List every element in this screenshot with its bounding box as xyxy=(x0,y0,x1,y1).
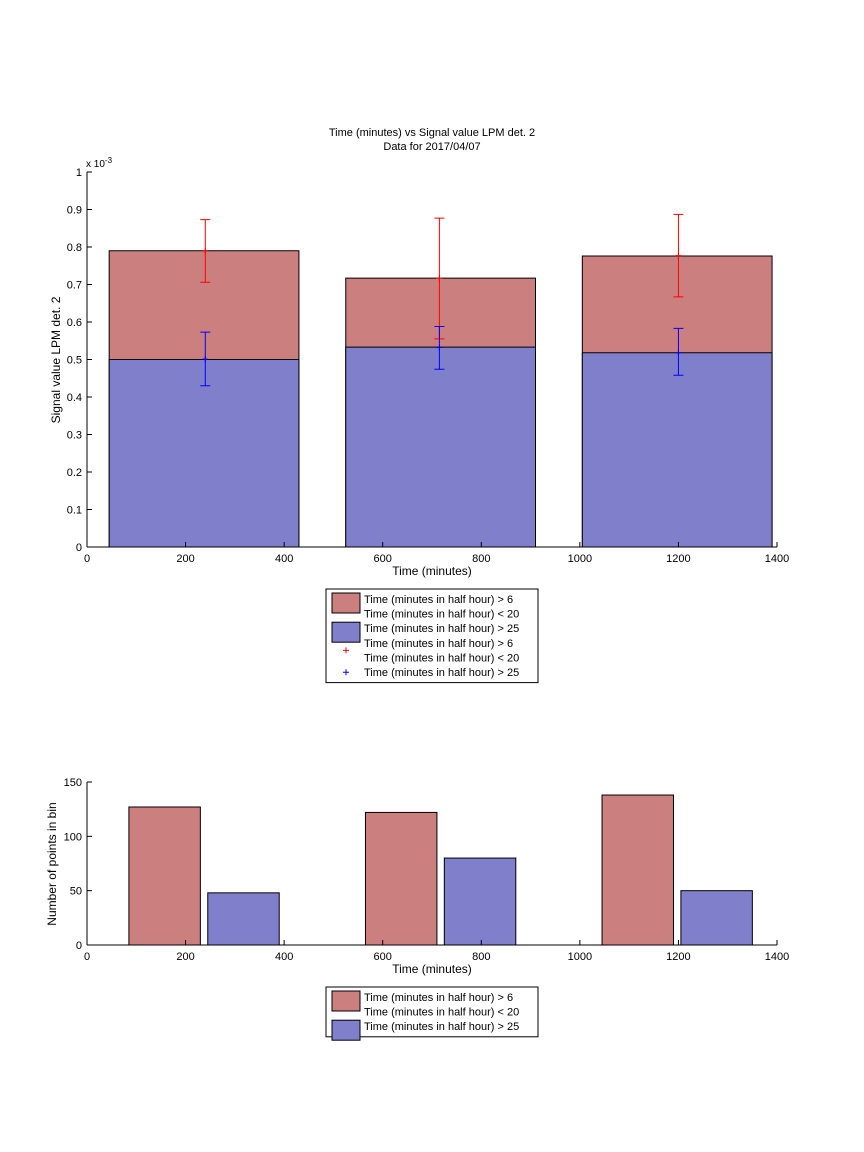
chart1-title: Time (minutes) vs Signal value LPM det. … xyxy=(329,127,535,139)
chart2-legend-label: Time (minutes in half hour) < 20 xyxy=(364,1007,519,1019)
chart1-legend-label: Time (minutes in half hour) < 20 xyxy=(364,609,519,621)
chart2-legend: Time (minutes in half hour) > 6 Time (min… xyxy=(325,986,539,1041)
chart1-legend-label: Time (minutes in half hour) > 25 xyxy=(364,623,519,635)
chart2-xlabel: Time (minutes) xyxy=(392,962,472,976)
chart2-x-tick-label: 0 xyxy=(84,951,90,963)
chart1-exponent-base: x 10 xyxy=(86,159,105,170)
chart1-y-tick-label: 0 xyxy=(76,542,82,554)
chart1-legend: Time (minutes in half hour) > 6 Time (min… xyxy=(325,588,539,684)
chart2-axes: 0 200 400 600 800 1000 1200 1400 0 50 100 150 xyxy=(64,777,790,963)
chart1-bar-blue xyxy=(108,359,300,548)
chart2-legend-label: Time (minutes in half hour) > 25 xyxy=(364,1021,519,1033)
chart1-mean-marker-red xyxy=(675,252,682,259)
chart1-mean-marker-blue xyxy=(202,356,209,363)
chart2-legend-label: Time (minutes in half hour) > 6 xyxy=(364,992,513,1004)
chart1-legend-label: Time (minutes in half hour) < 20 xyxy=(364,652,519,664)
chart1-legend-label: Time (minutes in half hour) > 6 xyxy=(364,638,513,650)
chart1-legend-patch xyxy=(331,592,361,614)
chart1-y-tick-label: 0.6 xyxy=(67,317,82,329)
chart2-y-tick-label: 0 xyxy=(76,940,82,952)
chart2-legend-patch xyxy=(331,990,361,1012)
chart2-x-tick-label: 800 xyxy=(472,951,490,963)
chart1-ylabel: Signal value LPM det. 2 xyxy=(49,296,63,423)
chart1-x-tick-label: 400 xyxy=(275,553,293,565)
chart2-x-tick-label: 1400 xyxy=(765,951,789,963)
chart1-xlabel: Time (minutes) xyxy=(392,564,472,578)
chart2-bar-blue xyxy=(207,892,280,946)
chart1-legend-patch xyxy=(331,621,361,643)
chart1-legend-label: Time (minutes in half hour) > 6 xyxy=(364,594,513,606)
chart1-exponent-power: -3 xyxy=(105,156,113,165)
chart2-x-tick-label: 1200 xyxy=(666,951,690,963)
chart1-legend-box xyxy=(325,588,539,684)
chart1-legend-label: Time (minutes in half hour) > 25 xyxy=(364,667,519,679)
chart1-x-tick-label: 1400 xyxy=(765,553,789,565)
chart1-mean-marker-blue xyxy=(675,349,682,356)
chart1-bar-blue xyxy=(345,346,536,548)
chart1-y-tick-label: 0.1 xyxy=(67,505,82,517)
chart1-bar-blue xyxy=(581,352,773,548)
chart2-legend-box xyxy=(325,986,539,1038)
chart2-x-tick-label: 200 xyxy=(176,951,194,963)
chart2-ylabel: Number of points in bin xyxy=(45,802,59,925)
chart2-bar-red xyxy=(364,811,438,946)
chart1-mean-marker-red xyxy=(436,275,443,282)
chart1-axes: 0 200 400 600 800 1000 1200 1400 0 0.1 0.2 0.3 0.4 0.… xyxy=(67,167,790,565)
chart2-y-tick-label: 50 xyxy=(70,886,82,898)
chart1-y-tick-label: 0.3 xyxy=(67,430,82,442)
chart1-x-tick-label: 200 xyxy=(176,553,194,565)
chart2-bar-blue xyxy=(680,890,753,946)
chart2-bar-red xyxy=(601,794,674,946)
chart1-y-tick-label: 0.2 xyxy=(67,467,82,479)
chart1-subtitle: Data for 2017/04/07 xyxy=(383,141,480,153)
chart1-mean-marker-red xyxy=(202,247,209,254)
chart1-y-tick-label: 0.9 xyxy=(67,205,82,217)
chart1-y-tick-label: 0.7 xyxy=(67,280,82,292)
chart1-y-tick-label: 1 xyxy=(76,167,82,179)
chart1-x-tick-label: 1000 xyxy=(568,553,592,565)
chart1-legend-marker xyxy=(343,669,349,676)
chart1-legend-marker xyxy=(343,647,349,654)
chart1-y-tick-label: 0.5 xyxy=(67,355,82,367)
chart2-legend-patch xyxy=(331,1019,361,1041)
chart1-y-tick-label: 0.4 xyxy=(67,392,82,404)
chart1-x-tick-label: 600 xyxy=(374,553,392,565)
chart1-exponent-label: x 10-3 xyxy=(86,156,113,170)
chart2-x-tick-label: 600 xyxy=(374,951,392,963)
chart2-bar-blue xyxy=(443,857,517,946)
chart1-x-tick-label: 1200 xyxy=(666,553,690,565)
chart2-x-tick-label: 400 xyxy=(275,951,293,963)
chart1-bars xyxy=(108,250,773,548)
chart1-y-tick-label: 0.8 xyxy=(67,242,82,254)
chart1-x-tick-label: 0 xyxy=(84,553,90,565)
chart2-y-tick-label: 150 xyxy=(64,777,82,789)
chart1-x-tick-label: 800 xyxy=(472,553,490,565)
chart2-bar-red xyxy=(128,806,201,946)
chart1-error-bars xyxy=(200,213,684,387)
chart2-bars xyxy=(128,794,753,946)
chart2-y-tick-label: 100 xyxy=(64,831,82,843)
chart2-x-tick-label: 1000 xyxy=(568,951,592,963)
chart1-mean-marker-blue xyxy=(436,344,443,351)
